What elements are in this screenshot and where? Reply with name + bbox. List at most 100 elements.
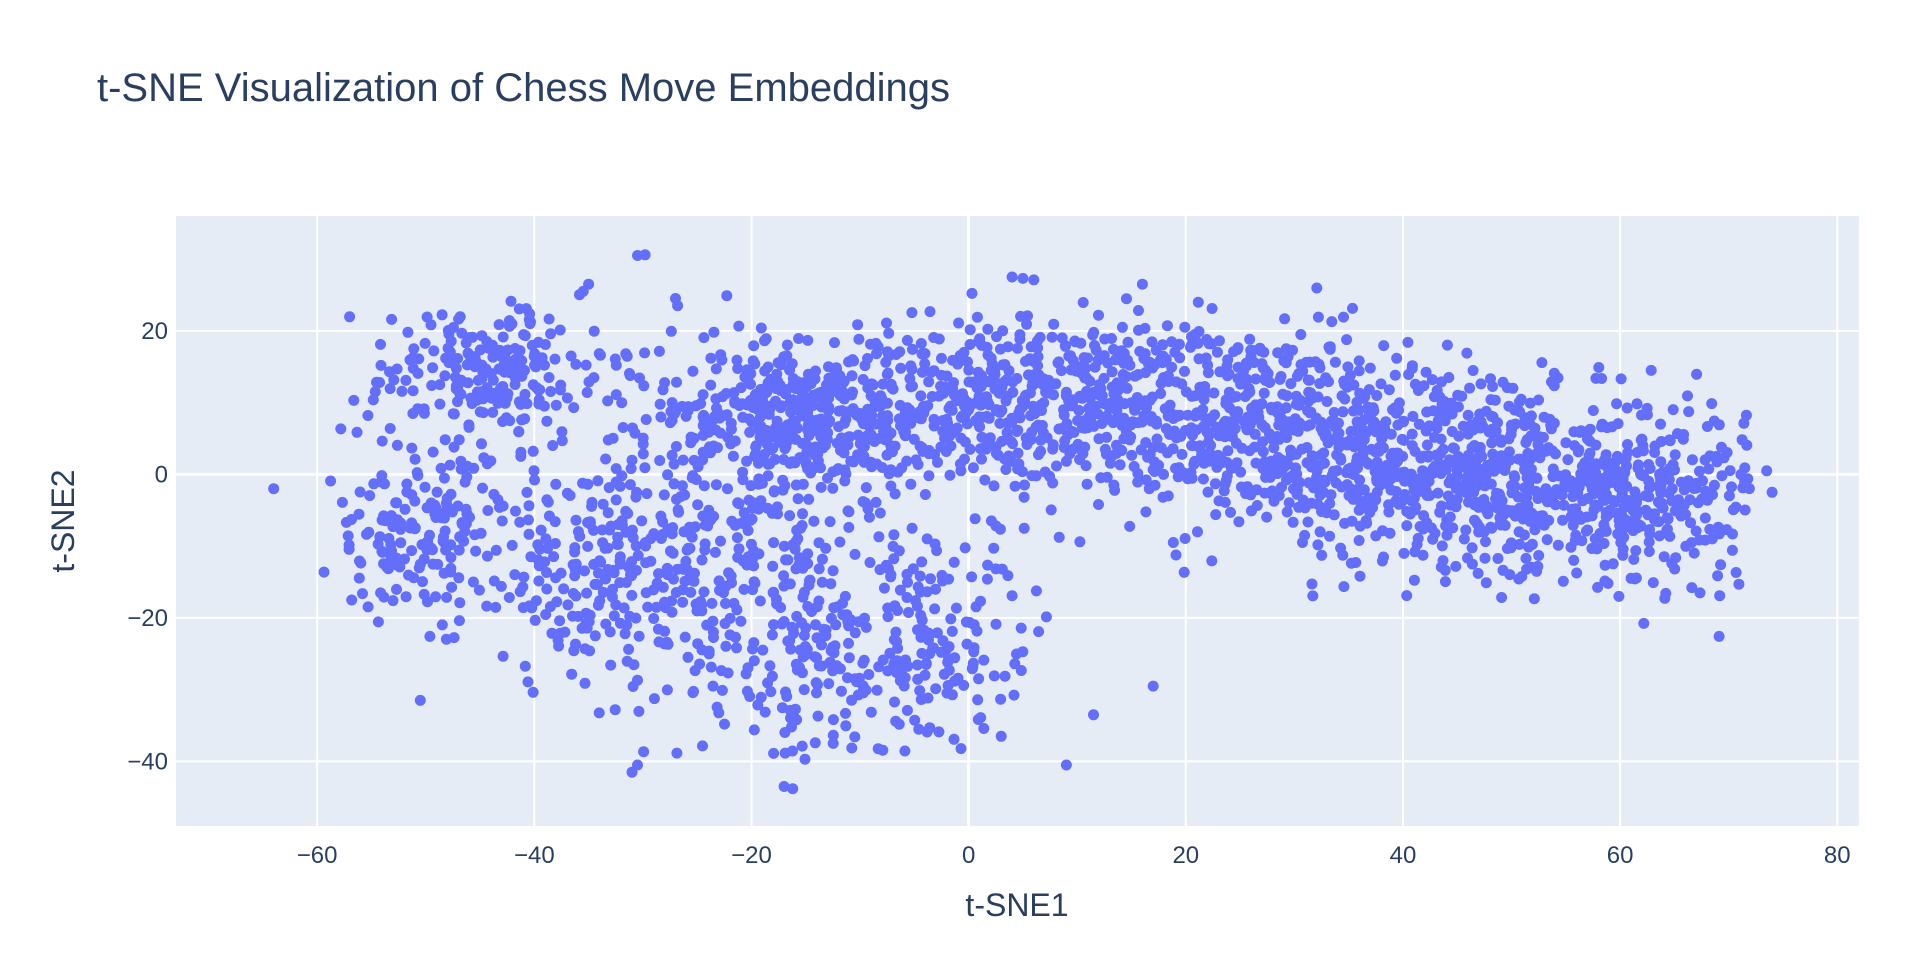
data-point [1052,357,1064,369]
data-point [583,616,595,628]
data-point [742,525,754,536]
data-point [1021,318,1033,330]
data-point [797,478,809,490]
data-point [444,346,456,358]
data-point [1136,278,1148,290]
data-point [1526,561,1538,573]
data-point [1251,500,1263,511]
data-point [962,356,973,368]
data-point [1587,405,1599,416]
data-point [812,388,824,400]
data-point [882,431,894,443]
data-point [852,429,864,441]
data-point [896,462,908,474]
data-point [1666,483,1678,495]
data-point [1600,524,1612,536]
data-point [1006,590,1018,602]
data-point [1201,334,1213,345]
data-point [630,491,642,503]
data-point [1524,397,1536,409]
data-point [1622,447,1634,459]
data-point [857,374,869,385]
data-point [756,393,768,405]
data-point [762,377,774,389]
data-point [616,397,628,409]
data-point [632,759,643,771]
data-point [1076,422,1088,434]
data-point [449,371,461,383]
data-point [1602,457,1614,469]
data-point [1420,425,1432,437]
data-point [400,374,412,386]
data-point [1380,416,1392,428]
data-point [406,545,418,557]
data-point [1460,524,1472,536]
data-point [900,430,911,442]
data-point [581,387,593,398]
data-point [513,426,525,438]
data-point [344,311,356,323]
data-point [1409,378,1421,390]
data-point [1328,465,1340,477]
data-point [497,331,509,343]
data-point [1615,373,1627,385]
data-point [854,438,866,450]
data-point [1654,530,1665,542]
data-point [1700,486,1712,498]
data-point [539,339,551,350]
data-point [1216,423,1228,435]
data-point [527,686,539,698]
data-point [538,400,550,412]
data-point [1240,421,1252,432]
data-point [1068,443,1080,455]
data-point [580,607,592,619]
data-point [1643,546,1655,557]
data-point [1510,418,1521,430]
data-point [873,418,885,430]
data-point [1724,465,1736,477]
data-point [1335,542,1347,554]
data-point [409,453,421,465]
data-point [570,638,581,650]
data-point [494,383,506,394]
data-point [1716,441,1727,453]
data-point [820,542,832,554]
data-point [794,661,805,673]
data-point [1453,462,1465,474]
data-point [1129,404,1141,416]
data-point [906,307,918,319]
data-point [996,435,1008,447]
data-point [1544,490,1556,502]
data-point [946,625,958,637]
data-point [689,665,701,677]
data-point [871,458,883,470]
data-point [640,557,652,569]
data-point [1368,422,1379,434]
data-point [930,583,941,595]
data-point [880,356,892,368]
data-point [1571,567,1583,579]
data-point [354,486,366,498]
data-point [1672,428,1683,440]
data-point [482,505,494,516]
data-point [490,544,502,556]
data-point [439,434,451,446]
data-point [473,584,485,596]
data-point [1432,461,1444,473]
data-point [1520,552,1532,564]
data-point [1655,456,1667,468]
data-point [775,359,787,371]
data-point [1292,484,1303,496]
data-point [1602,577,1614,589]
data-point [762,361,774,373]
data-point [865,706,877,718]
data-point [1413,418,1425,430]
data-point [843,652,855,664]
data-point [418,407,430,419]
data-point [1441,339,1453,351]
data-point [1053,531,1065,543]
data-point [1232,361,1244,373]
data-point [966,287,978,299]
data-point [1064,350,1076,362]
